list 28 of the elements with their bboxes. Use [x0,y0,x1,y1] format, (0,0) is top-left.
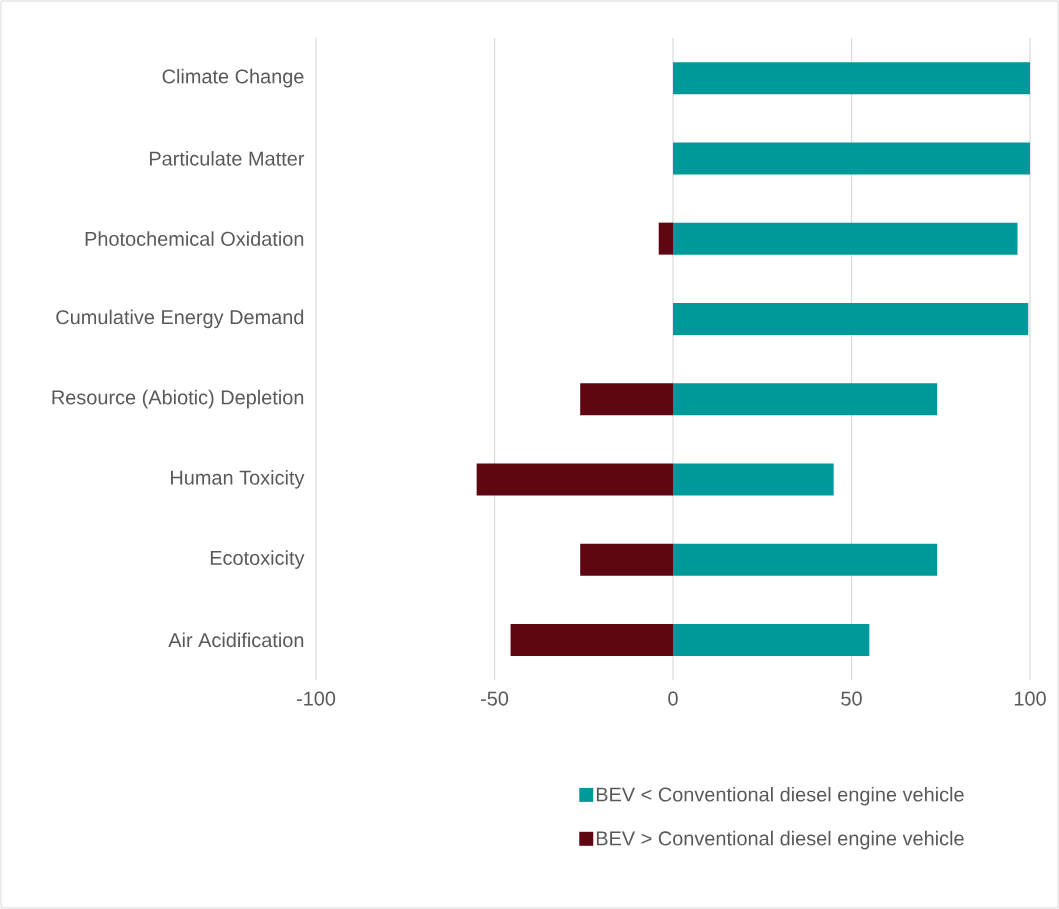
bar [673,302,1029,335]
bar [673,222,1018,255]
bar [510,623,673,656]
bar [673,543,938,576]
bar [673,383,938,416]
x-tick-label: 50 [841,691,862,706]
y-tick-label: Ecotoxicity [210,550,305,569]
bar [476,463,673,496]
bar [673,463,834,496]
x-tick-label: -100 [296,691,336,706]
x-tick-label: 100 [1014,691,1046,706]
y-tick-label: Photochemical Oxidation [85,231,304,246]
bar [673,62,1031,95]
y-tick-label: Air Acidification [168,632,304,648]
legend-label: BEV < Conventional diesel engine vehicle [596,786,964,806]
x-tick-label: -50 [480,691,509,706]
legend-label: BEV > Conventional diesel engine vehicle [596,830,964,850]
bar [673,623,870,656]
bar [580,383,673,416]
y-tick-label: Resource (Abiotic) Depletion [52,389,304,409]
x-tick-label: 0 [668,691,678,706]
bar [580,543,673,576]
bar [673,142,1031,175]
y-tick-label: Human Toxicity [171,470,305,489]
bar [658,222,673,255]
y-tick-label: Climate Change [162,68,304,88]
y-tick-label: Cumulative Energy Demand [56,309,304,329]
y-tick-label: Particulate Matter [149,151,305,166]
